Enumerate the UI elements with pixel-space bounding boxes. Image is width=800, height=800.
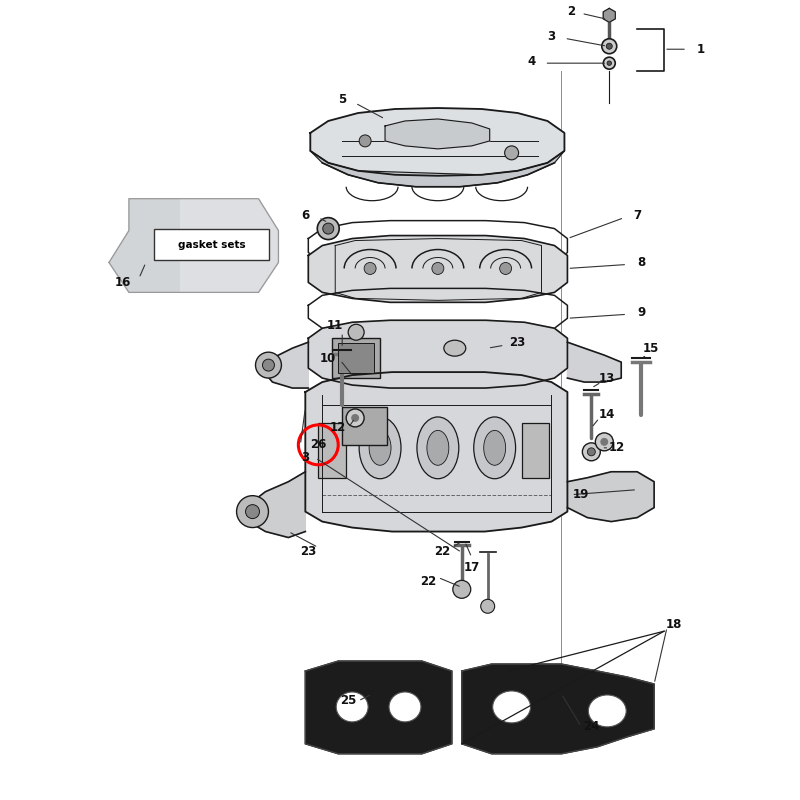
Circle shape	[602, 38, 617, 54]
Polygon shape	[109, 198, 278, 292]
Circle shape	[453, 580, 470, 598]
Circle shape	[262, 359, 274, 371]
Circle shape	[364, 262, 376, 274]
Text: 10: 10	[320, 352, 336, 365]
Text: 9: 9	[637, 306, 646, 319]
Circle shape	[582, 443, 600, 461]
Ellipse shape	[359, 417, 401, 478]
Bar	[338, 343, 374, 373]
Text: 26: 26	[310, 438, 326, 451]
Text: 22: 22	[434, 545, 450, 558]
Polygon shape	[308, 320, 567, 388]
Bar	[332, 338, 380, 378]
Polygon shape	[310, 108, 565, 176]
Bar	[522, 423, 550, 478]
Circle shape	[607, 61, 611, 66]
Text: gasket sets: gasket sets	[178, 239, 246, 250]
Circle shape	[481, 599, 494, 614]
Polygon shape	[181, 198, 278, 292]
Ellipse shape	[474, 417, 515, 478]
Text: 22: 22	[420, 575, 436, 588]
Bar	[342, 407, 387, 445]
Text: 1: 1	[697, 42, 705, 56]
Text: 3: 3	[302, 451, 310, 464]
Polygon shape	[262, 342, 308, 388]
Text: 5: 5	[338, 93, 346, 106]
Circle shape	[237, 496, 269, 527]
Text: 12: 12	[609, 442, 626, 454]
Circle shape	[348, 324, 364, 340]
Text: 12: 12	[330, 422, 346, 434]
Circle shape	[432, 262, 444, 274]
Text: 25: 25	[340, 694, 356, 707]
Circle shape	[318, 218, 339, 239]
Circle shape	[351, 414, 359, 422]
Circle shape	[500, 262, 512, 274]
Text: 15: 15	[643, 342, 659, 354]
Text: 24: 24	[583, 720, 599, 734]
Text: 18: 18	[666, 618, 682, 630]
Polygon shape	[249, 472, 306, 538]
Circle shape	[606, 43, 612, 50]
Polygon shape	[385, 119, 490, 149]
Text: 11: 11	[327, 318, 343, 332]
Bar	[318, 423, 346, 478]
Ellipse shape	[444, 340, 466, 356]
Circle shape	[255, 352, 282, 378]
Circle shape	[600, 438, 608, 446]
Text: 2: 2	[567, 5, 575, 18]
FancyBboxPatch shape	[154, 229, 270, 261]
Polygon shape	[306, 372, 567, 531]
Text: 19: 19	[573, 488, 590, 501]
Polygon shape	[462, 664, 654, 754]
Polygon shape	[567, 472, 654, 522]
Polygon shape	[603, 8, 615, 22]
Polygon shape	[306, 661, 452, 754]
Circle shape	[322, 223, 334, 234]
Text: 23: 23	[510, 336, 526, 349]
Polygon shape	[308, 235, 567, 302]
Circle shape	[246, 505, 259, 518]
Ellipse shape	[417, 417, 458, 478]
Text: 4: 4	[527, 54, 536, 68]
Text: 16: 16	[114, 276, 131, 289]
Polygon shape	[567, 342, 622, 382]
Ellipse shape	[484, 430, 506, 466]
Text: 17: 17	[464, 561, 480, 574]
Circle shape	[603, 57, 615, 69]
Text: 8: 8	[637, 256, 646, 269]
Circle shape	[505, 146, 518, 160]
Ellipse shape	[336, 692, 368, 722]
Text: 13: 13	[599, 371, 615, 385]
Ellipse shape	[588, 695, 626, 727]
Text: 3: 3	[547, 30, 555, 42]
Circle shape	[595, 433, 614, 451]
Polygon shape	[310, 151, 565, 186]
Ellipse shape	[389, 692, 421, 722]
Ellipse shape	[493, 691, 530, 723]
Text: 7: 7	[633, 209, 642, 222]
Ellipse shape	[369, 430, 391, 466]
Ellipse shape	[427, 430, 449, 466]
Text: 6: 6	[302, 209, 310, 222]
Text: 14: 14	[599, 409, 615, 422]
Circle shape	[359, 135, 371, 147]
Text: 23: 23	[300, 545, 317, 558]
Circle shape	[587, 448, 595, 456]
Circle shape	[346, 409, 364, 427]
